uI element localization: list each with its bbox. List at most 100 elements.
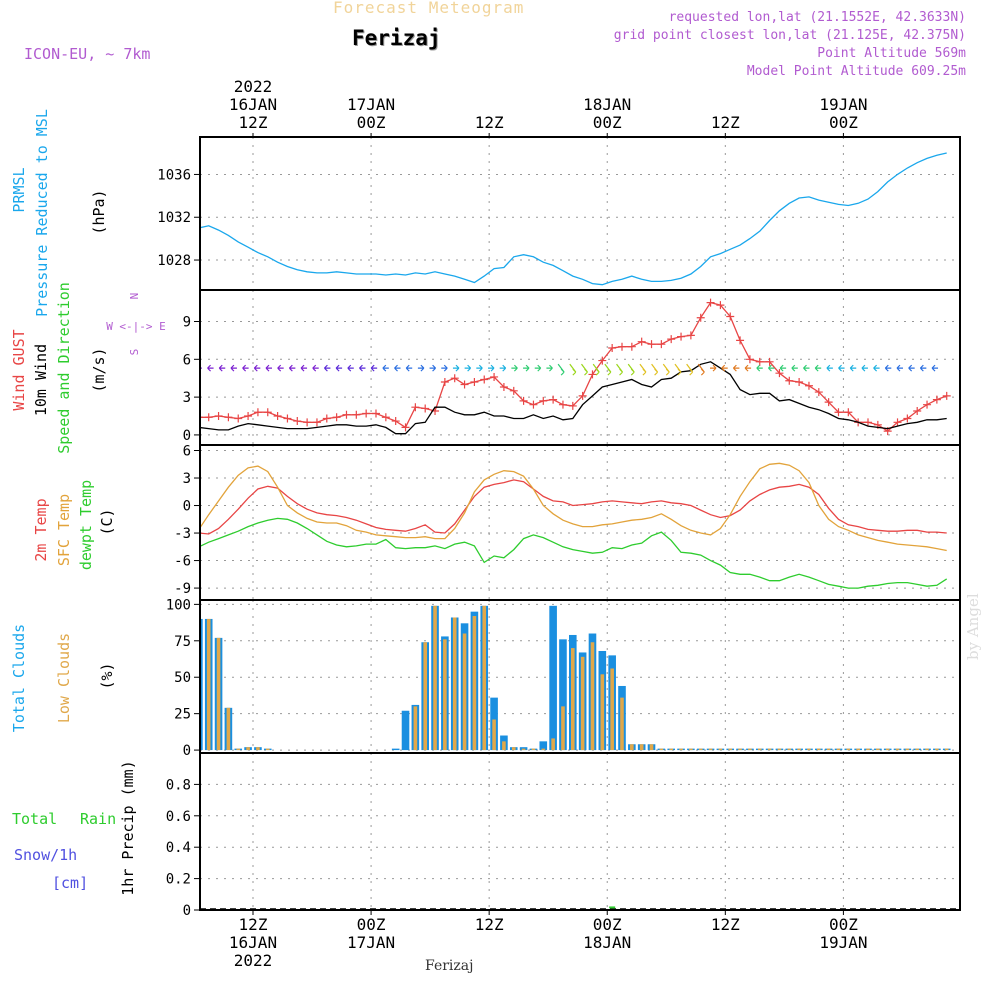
low-clouds-bar (206, 618, 211, 751)
gust-marker (696, 313, 705, 322)
panel-wind-ytick-label: 9 (183, 315, 191, 331)
panel-precip-frame (199, 752, 961, 911)
panel-temperature-frame (199, 444, 961, 601)
low-clouds-bar (679, 748, 683, 751)
gust-marker (923, 400, 932, 409)
series-2m-temp (200, 479, 947, 535)
panel-precip-ytick-label: 0 (183, 903, 191, 919)
wind-direction-arrow (849, 364, 857, 372)
low-clouds-bar (797, 748, 801, 751)
low-clouds-label: Low Clouds (55, 633, 73, 723)
low-clouds-bar (738, 748, 742, 751)
wind-direction-arrow (569, 363, 577, 376)
gust-marker (529, 400, 538, 409)
low-clouds-bar (265, 748, 270, 751)
precip-cm-label: [cm] (52, 874, 88, 892)
gust-marker (942, 391, 951, 400)
wind-direction-arrow (511, 364, 518, 372)
panel-precip-ytick-label: 0.2 (166, 872, 191, 888)
compass-west-east: W <-|-> E (106, 320, 166, 333)
wind-direction-arrow (557, 363, 565, 376)
wind-direction-arrow (779, 364, 787, 372)
gust-marker (824, 398, 833, 407)
top-time-label: 17JAN (347, 95, 395, 114)
wind-direction-arrow (429, 364, 437, 372)
wind-direction-arrow (464, 364, 472, 372)
wind-direction-arrow (523, 364, 530, 372)
bottom-time-label: 12Z (711, 915, 740, 934)
gust-marker (401, 423, 410, 432)
gust-marker (372, 409, 380, 418)
panel-pressure-frame (199, 136, 961, 291)
wind-direction-arrow (405, 364, 413, 372)
wind-direction-arrow (581, 363, 588, 376)
wind-direction-arrow (814, 364, 822, 372)
low-clouds-bar (649, 744, 654, 751)
wind-direction-label: Speed and Direction (55, 282, 73, 454)
requested-coords: requested lon,lat (21.1552E, 42.3633N) (668, 10, 966, 25)
compass-north: N (128, 293, 141, 300)
panel-wind-ytick-label: 6 (183, 352, 191, 368)
low-clouds-bar (423, 642, 427, 751)
temp-dewpt-label: dewpt Temp (77, 480, 95, 570)
point-altitude: Point Altitude 569m (817, 46, 966, 61)
wind-direction-arrow (616, 363, 624, 376)
wind-direction-arrow (931, 364, 939, 372)
gust-marker (667, 335, 676, 344)
wind-direction-arrow (721, 364, 728, 372)
gust-marker (745, 355, 754, 364)
wind-direction-arrow (546, 364, 553, 372)
gust-marker (804, 381, 813, 390)
bottom-time-label: 17JAN (347, 933, 395, 952)
panel-clouds-marks (200, 605, 951, 751)
low-clouds-bar (443, 639, 447, 751)
wind-direction-arrow (347, 364, 354, 372)
panel-clouds-ytick-label: 100 (166, 597, 191, 613)
low-clouds-bar (639, 744, 644, 751)
wind-direction-arrow (253, 364, 261, 372)
low-clouds-bar (777, 748, 782, 751)
wind-direction-arrow (908, 364, 915, 372)
low-clouds-bar (216, 637, 221, 751)
bottom-time-label: 16JAN (229, 933, 277, 952)
top-time-label: 00Z (593, 113, 622, 132)
low-clouds-bar (580, 656, 585, 751)
gust-marker (263, 408, 272, 417)
gust-marker (312, 418, 321, 427)
gust-marker (765, 357, 774, 366)
bottom-time-label: 00Z (357, 915, 386, 934)
wind-direction-arrow (674, 363, 682, 376)
wind-direction-arrow (896, 364, 903, 372)
low-clouds-bar (630, 744, 634, 751)
bottom-time-label: 19JAN (819, 933, 867, 952)
low-clouds-bar (757, 748, 762, 751)
gust-marker (627, 342, 636, 351)
panel-temperature-ytick-label: 0 (183, 499, 191, 515)
low-clouds-bar (433, 605, 437, 751)
wind-direction-arrow (312, 364, 319, 372)
low-clouds-bar (748, 748, 752, 751)
gust-marker (450, 374, 459, 383)
panel-pressure-marks (200, 152, 947, 286)
wind-direction-arrow (732, 364, 740, 372)
low-clouds-bar (521, 748, 526, 751)
gust-marker (686, 331, 695, 340)
wind-direction-arrow (499, 364, 507, 372)
precip-unit-label: 1hr Precip (mm) (119, 760, 137, 895)
gust-marker (647, 340, 656, 349)
wind-direction-arrow (488, 364, 495, 372)
gust-marker (322, 414, 331, 423)
grid-point-coords: grid point closest lon,lat (21.125E, 42.… (613, 28, 966, 43)
gust-marker (568, 401, 577, 410)
top-time-label: 12Z (239, 113, 268, 132)
city-title: Ferizaj (352, 26, 441, 50)
panel-temperature-marks (200, 462, 948, 589)
gust-marker (598, 356, 607, 365)
precip-snow-label: Snow/1h (14, 846, 77, 864)
top-time-label: 00Z (357, 113, 386, 132)
top-time-label: 18JAN (583, 95, 631, 114)
low-clouds-bar (472, 616, 477, 751)
wind-direction-arrow (919, 364, 927, 372)
wind-direction-arrow (288, 364, 296, 372)
panel-temperature-ytick-label: -9 (174, 581, 191, 597)
